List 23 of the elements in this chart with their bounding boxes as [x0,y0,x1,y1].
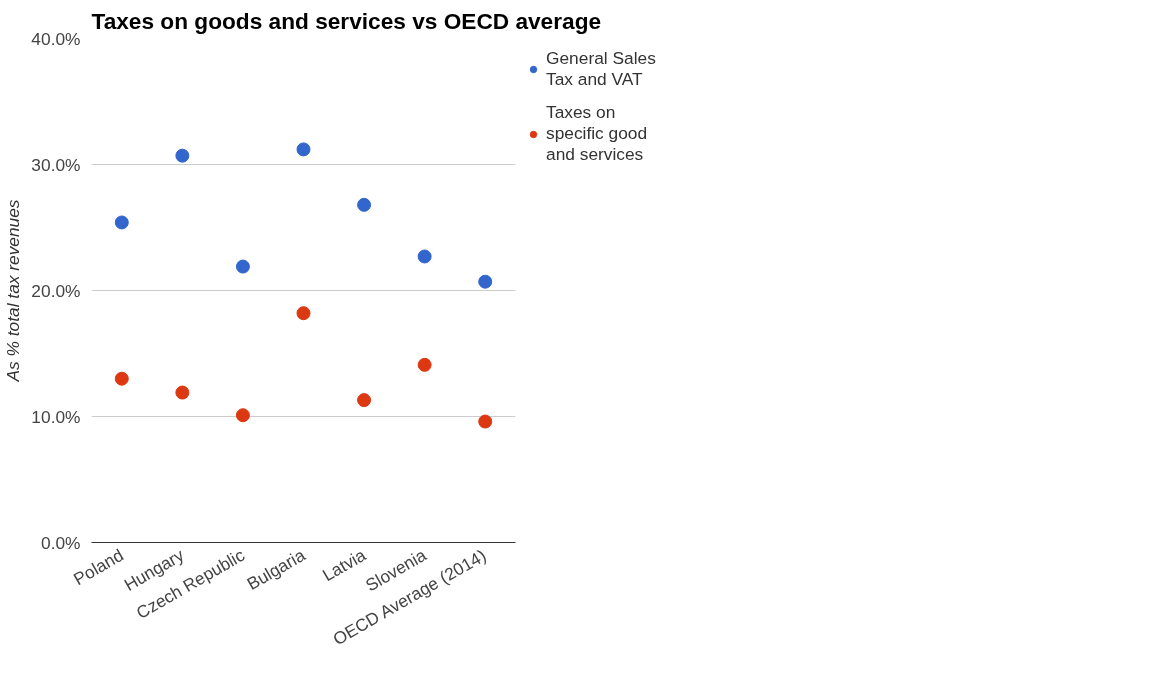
point [478,414,493,429]
chart-title: Taxes on goods and services vs OECD average [91,7,602,34]
point [175,148,190,163]
point [417,357,432,372]
point [235,259,250,274]
legend-label: Taxes on specific good and services [546,102,648,165]
point [114,215,129,230]
y-tick-label: 10.0% [31,406,81,427]
y-tick-label: 0.0% [41,532,81,553]
y-tick-label: 20.0% [31,280,81,301]
point [296,306,311,321]
point [296,142,311,157]
y-tick-label: 40.0% [31,28,81,49]
point [357,393,372,408]
point [235,408,250,423]
point [114,371,129,386]
legend-label: General Sales Tax and VAT [546,48,656,90]
y-tick-label: 30.0% [31,154,81,175]
point [357,197,372,212]
point [417,249,432,264]
point [175,385,190,400]
y-axis-title: As % total tax revenues [3,199,24,383]
point [478,274,493,289]
